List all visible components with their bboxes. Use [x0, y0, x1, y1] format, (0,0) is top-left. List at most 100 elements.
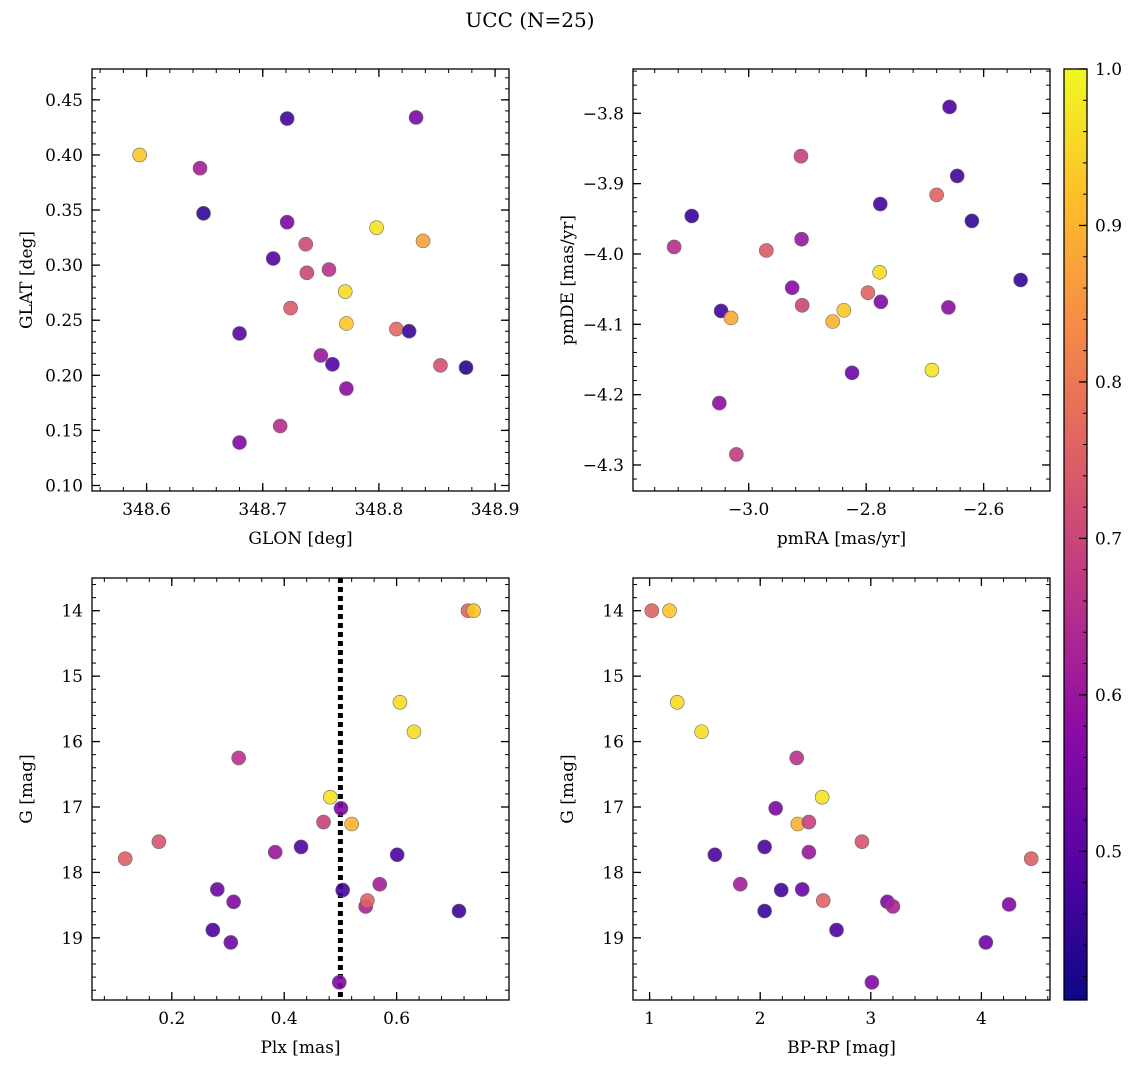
- pmra-pmde-point-19: [929, 187, 944, 203]
- glon-glat-point-22: [415, 233, 431, 249]
- bprp-g-x-axis-label: BP-RP [mag]: [787, 1038, 896, 1058]
- glon-glat-point-16: [339, 316, 354, 331]
- colorbar-tick-label: 0.8: [1095, 373, 1122, 393]
- pmra-pmde-axes-frame: [632, 68, 1051, 492]
- plx-g-x-tick-label: 0.4: [271, 1009, 298, 1029]
- panel-glon-glat: 348.6 348.7 348.8 348.9 0.10 0.15 0.20 0.25 0.30…: [17, 68, 519, 549]
- bprp-g-point-12: [794, 882, 810, 897]
- pmra-pmde-y-tick-label: −4.1: [583, 315, 624, 335]
- plx-g-point-11: [331, 975, 347, 990]
- pmra-pmde-point-4: [723, 310, 739, 326]
- glon-glat-point-19: [389, 321, 404, 337]
- plx-g-point-2: [205, 922, 221, 938]
- bprp-g-point-18: [854, 834, 870, 849]
- pmra-pmde-point-3: [713, 303, 729, 319]
- pmra-pmde-point-22: [949, 168, 965, 184]
- plx-g-x-tick-label: 0.2: [158, 1009, 185, 1029]
- glon-glat-point-17: [339, 381, 354, 396]
- glon-glat-y-tick-label: 0.15: [45, 421, 83, 441]
- bprp-g-y-tick-label: 16: [602, 733, 624, 753]
- glon-glat-point-14: [325, 356, 340, 372]
- plx-g-point-23: [466, 603, 481, 619]
- glon-glat-point-24: [458, 360, 474, 375]
- bprp-g-point-1: [662, 603, 677, 619]
- pmra-pmde-point-7: [784, 280, 800, 296]
- plx-g-y-tick-label: 19: [61, 929, 83, 949]
- pmra-pmde-point-5: [729, 447, 744, 462]
- glon-glat-y-tick-label: 0.20: [45, 366, 83, 386]
- pmra-pmde-point-14: [860, 285, 876, 300]
- glon-glat-x-tick-label: 348.7: [238, 500, 287, 520]
- pmra-pmde-point-8: [793, 148, 809, 164]
- glon-glat-y-tick-label: 0.10: [45, 476, 83, 496]
- plx-g-x-axis-label: Plx [mas]: [260, 1038, 340, 1058]
- plx-g-y-tick-label: 17: [61, 798, 83, 818]
- bprp-g-point-0: [644, 603, 660, 619]
- pmra-pmde-point-9: [794, 231, 809, 247]
- glon-glat-point-8: [279, 214, 295, 230]
- pmra-pmde-point-23: [964, 213, 980, 229]
- bprp-g-point-23: [1001, 897, 1017, 912]
- plx-g-point-10: [322, 789, 338, 805]
- plx-g-point-12: [333, 801, 349, 816]
- plx-g-point-14: [344, 816, 359, 832]
- glon-glat-point-3: [232, 326, 247, 341]
- bprp-g-point-19: [864, 975, 880, 990]
- bprp-g-y-tick-label: 14: [602, 602, 624, 622]
- pmra-pmde-point-13: [844, 365, 860, 381]
- plx-g-point-13: [335, 882, 350, 898]
- glon-glat-y-tick-label: 0.40: [45, 146, 83, 166]
- plx-g-point-1: [151, 834, 167, 849]
- plx-g-point-5: [226, 894, 241, 910]
- glon-glat-point-6: [272, 418, 288, 434]
- plx-g-axes-frame: [91, 577, 510, 1001]
- pmra-pmde-point-2: [712, 395, 727, 411]
- colorbar-tick-label: 0.7: [1095, 529, 1122, 549]
- bprp-g-point-14: [801, 844, 817, 860]
- glon-glat-x-axis-label: GLON [deg]: [248, 529, 352, 549]
- pmra-pmde-y-tick-label: −4.0: [583, 245, 624, 265]
- panel-bprp-g: 1 2 3 4 14 15 16 17 18 19 BP-RP [mag] G [mag]: [558, 577, 1051, 1058]
- glon-glat-point-4: [232, 435, 247, 450]
- pmra-pmde-point-11: [825, 314, 840, 329]
- colorbar: 0.5 0.6 0.7 0.8 0.9 1.0: [1063, 60, 1122, 1001]
- glon-glat-x-tick-label: 348.6: [122, 500, 171, 520]
- bprp-g-x-tick-label: 2: [755, 1009, 766, 1029]
- plx-g-point-9: [316, 814, 331, 830]
- glon-glat-y-tick-label: 0.25: [45, 311, 83, 331]
- bprp-g-y-tick-label: 19: [602, 929, 624, 949]
- pmra-pmde-y-tick-label: −3.8: [583, 104, 624, 124]
- plx-g-point-8: [293, 839, 309, 855]
- pmra-pmde-y-tick-label: −4.2: [583, 386, 624, 406]
- glon-glat-y-tick-label: 0.45: [45, 91, 83, 111]
- pmra-pmde-point-16: [872, 196, 888, 212]
- pmra-pmde-point-15: [872, 264, 887, 280]
- plx-g-point-4: [223, 935, 239, 950]
- plx-g-point-16: [360, 893, 375, 908]
- colorbar-gradient: [1063, 68, 1088, 1001]
- plx-g-point-18: [389, 847, 405, 863]
- plx-g-point-6: [231, 750, 246, 766]
- pmra-pmde-x-tick-label: −3.0: [728, 500, 769, 520]
- glon-glat-y-tick-label: 0.30: [45, 256, 83, 276]
- bprp-g-x-tick-label: 1: [644, 1009, 655, 1029]
- pmra-pmde-x-axis-label: pmRA [mas/yr]: [777, 529, 906, 549]
- glon-glat-y-axis-label: GLAT [deg]: [17, 231, 37, 329]
- bprp-g-y-tick-label: 17: [602, 798, 624, 818]
- glon-glat-point-9: [283, 300, 298, 316]
- glon-glat-point-23: [433, 358, 448, 373]
- bprp-g-point-4: [707, 847, 723, 863]
- glon-glat-point-11: [299, 265, 315, 281]
- colorbar-tick-label: 0.9: [1095, 216, 1122, 236]
- bprp-g-x-tick-label: 3: [865, 1009, 876, 1029]
- pmra-pmde-point-21: [942, 99, 957, 115]
- pmra-pmde-point-20: [941, 300, 956, 315]
- bprp-g-point-21: [885, 899, 901, 914]
- plx-g-point-0: [117, 851, 133, 866]
- bprp-g-y-tick-label: 15: [602, 667, 624, 687]
- pmra-pmde-point-6: [759, 243, 774, 258]
- colorbar-tick-label: 0.5: [1095, 842, 1122, 862]
- plx-g-y-tick-label: 16: [61, 733, 83, 753]
